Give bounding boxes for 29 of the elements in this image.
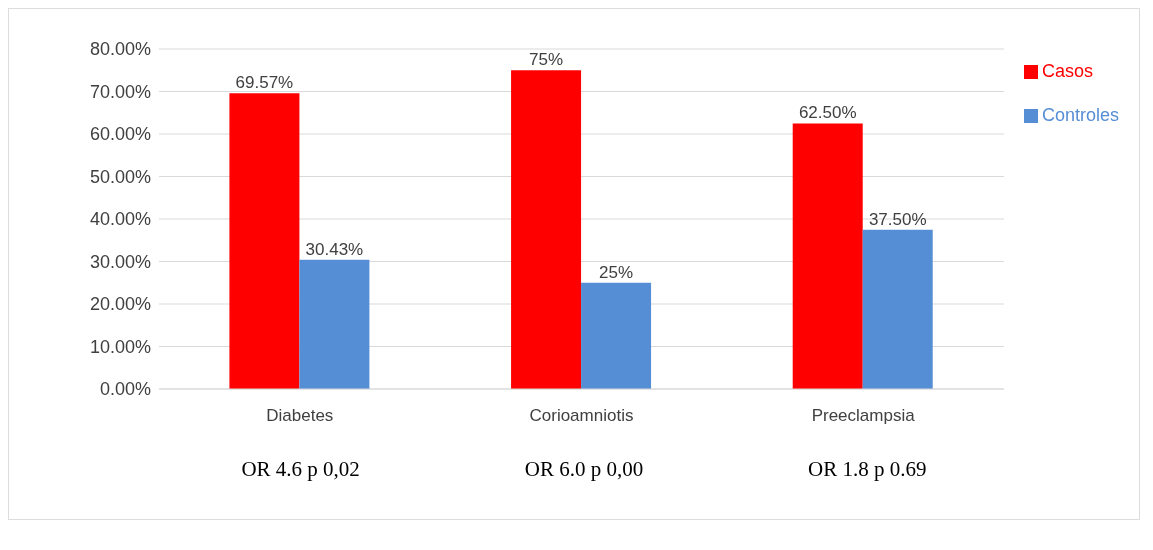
text: OR 6.0 p 0,00	[523, 457, 645, 482]
x-tick-label: Diabetes	[266, 406, 334, 426]
data-label: 62.50%	[798, 103, 857, 123]
data-label: 37.50%	[868, 209, 927, 229]
legend-label: Controles	[1041, 105, 1119, 125]
y-tick-label: 30.00%	[89, 251, 151, 272]
y-tick-label: 50.00%	[89, 166, 151, 187]
text: OR 1.8 p 0.69	[807, 457, 928, 482]
bar	[299, 259, 370, 389]
bar	[792, 123, 863, 389]
x-tick-label: Preeclampsia	[811, 406, 916, 426]
y-tick-label: 70.00%	[89, 81, 151, 102]
y-tick-label: 0.00%	[99, 379, 151, 400]
bar	[229, 93, 300, 389]
y-tick-label: 10.00%	[89, 336, 151, 357]
text: OR 4.6 p 0,02	[240, 457, 361, 482]
data-label: 30.43%	[305, 239, 364, 259]
bar	[511, 70, 582, 389]
y-tick-label: 20.00%	[89, 294, 151, 315]
legend-label: Casos	[1041, 61, 1093, 81]
bar	[581, 282, 652, 389]
y-tick-label: 60.00%	[89, 124, 151, 145]
data-label: 25%	[599, 262, 634, 282]
data-label: 69.57%	[235, 73, 294, 93]
x-tick-label: Corioamniotis	[529, 406, 634, 426]
y-tick-label: 80.00%	[89, 39, 151, 60]
y-tick-label: 40.00%	[89, 209, 151, 230]
data-label: 75%	[529, 50, 564, 70]
bar	[862, 229, 933, 389]
